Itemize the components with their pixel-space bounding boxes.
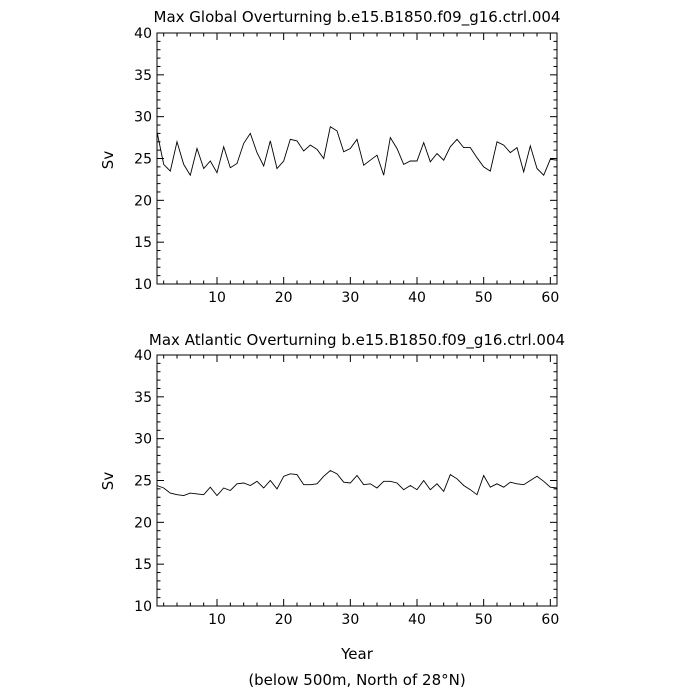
plot-frame-global	[156, 32, 558, 285]
y-tick-label: 30	[134, 432, 152, 448]
axes-global: 10 15 20 25 30 35 40 10 20 30 40 50 60	[134, 26, 559, 306]
x-axis-label-atlantic: Year	[340, 645, 374, 663]
y-tick-label: 35	[134, 390, 152, 406]
x-tick-label: 50	[475, 290, 493, 306]
y-tick-label: 40	[134, 26, 152, 42]
y-tick-label: 40	[134, 348, 152, 364]
x-tick-label: 40	[408, 612, 426, 628]
x-tick-label: 20	[275, 290, 293, 306]
chart-title-global: Max Global Overturning b.e15.B1850.f09_g…	[154, 8, 561, 27]
series-line	[156, 469, 558, 497]
x-tick-label: 40	[408, 290, 426, 306]
plot-frame-atlantic	[156, 354, 558, 607]
chart-title-atlantic: Max Atlantic Overturning b.e15.B1850.f09…	[149, 331, 565, 350]
x-tick-label: 30	[341, 290, 359, 306]
x-tick-label: 30	[341, 612, 359, 628]
series-line	[156, 125, 558, 177]
y-tick-label: 20	[134, 515, 152, 531]
x-tick-label: 10	[208, 290, 226, 306]
y-axis-label-atlantic: Sv	[99, 472, 117, 491]
axes-atlantic: 10 15 20 25 30 35 40 10 20 30 40 50 60	[134, 348, 559, 628]
y-tick-label: 25	[134, 152, 152, 168]
y-tick-label: 15	[134, 235, 152, 251]
y-tick-label: 10	[134, 277, 152, 293]
x-tick-label: 50	[475, 612, 493, 628]
y-tick-label: 10	[134, 599, 152, 615]
x-tick-label: 60	[541, 290, 559, 306]
x-tick-label: 60	[541, 612, 559, 628]
y-tick-label: 15	[134, 557, 152, 573]
chart-atlantic: Max Atlantic Overturning b.e15.B1850.f09…	[99, 331, 565, 663]
x-tick-label: 20	[275, 612, 293, 628]
y-tick-label: 35	[134, 68, 152, 84]
y-tick-label: 20	[134, 193, 152, 209]
chart-global: Max Global Overturning b.e15.B1850.f09_g…	[99, 8, 560, 306]
footer-note: (below 500m, North of 28°N)	[248, 671, 465, 689]
x-tick-label: 10	[208, 612, 226, 628]
y-tick-label: 25	[134, 474, 152, 490]
y-axis-label-global: Sv	[99, 151, 117, 170]
y-tick-label: 30	[134, 110, 152, 126]
